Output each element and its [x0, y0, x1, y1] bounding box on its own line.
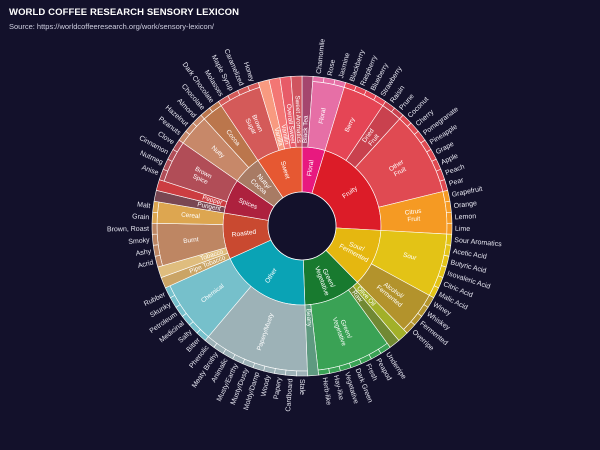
- ring2-label-black-tea: Black Tea: [302, 115, 310, 143]
- ring2-label-citrus-fruit-line2: Fruit: [407, 216, 420, 224]
- ring2-label-vanilla: Vanilla: [272, 127, 284, 147]
- ring2-label-sour: Sour: [402, 252, 418, 263]
- leaf-label-smoky: Smoky: [128, 237, 150, 246]
- leaf-label-grain: Grain: [132, 213, 150, 221]
- leaf-label-peach: Peach: [445, 164, 466, 177]
- leaf-label-brown-roast: Brown, Roast: [107, 226, 149, 234]
- leaf-label-herb-like: Herb-like: [321, 377, 332, 406]
- leaf-label-acrid: Acrid: [137, 259, 154, 270]
- ring2-label-citrus-fruit-line1: Citrus: [404, 208, 421, 217]
- sunburst-segments: Floral Black Tea Floral Chamomile Rose Jasmin…: [107, 38, 502, 412]
- leaf-label-woody: Woody: [261, 374, 273, 397]
- ring3-orange[interactable]: [444, 200, 452, 213]
- ring3-stale[interactable]: [296, 370, 308, 377]
- ring1-label-roasted: Roasted: [231, 229, 257, 239]
- chart-title: WORLD COFFEE RESEARCH SENSORY LEXICON: [9, 7, 240, 18]
- ring2-label-pungent: Pungent: [197, 201, 222, 213]
- leaf-label-sour-aromatics: Sour Aromatics: [454, 237, 502, 248]
- leaf-label-grapefruit: Grapefruit: [451, 186, 483, 199]
- ring2-label-overall-sweet: Overall Sweet: [285, 104, 296, 145]
- ring2-label-cereal: Cereal: [181, 211, 200, 220]
- ring3-lemon[interactable]: [446, 211, 453, 224]
- leaf-label-malt: Malt: [137, 201, 151, 210]
- leaf-label-acetic-acid: Acetic Acid: [452, 248, 487, 261]
- leaf-label-chamomile: Chamomile: [316, 38, 327, 74]
- leaf-label-pear: Pear: [448, 177, 465, 188]
- leaf-label-fresh: Fresh: [364, 363, 378, 382]
- ring3-lime[interactable]: [446, 222, 453, 235]
- ring3-cardboard[interactable]: [285, 369, 297, 377]
- leaf-label-stale: Stale: [298, 379, 305, 395]
- leaf-label-ashy: Ashy: [135, 248, 152, 258]
- ring3-chamomile[interactable]: [312, 76, 325, 83]
- ring3-grain[interactable]: [151, 211, 158, 224]
- ring3-sour-aromatics[interactable]: [445, 233, 453, 246]
- leaf-label-honey: Honey: [242, 61, 255, 83]
- leaf-label-lime: Lime: [455, 226, 470, 233]
- leaf-label-orange: Orange: [453, 200, 477, 210]
- leaf-label-cardboard: Cardboard: [285, 378, 294, 412]
- ring2-label-sweet-aromatics: Sweet Aromatics: [293, 95, 302, 143]
- leaf-label-apple: Apple: [440, 153, 459, 167]
- center-hole: [267, 191, 337, 261]
- ring2-label-beany: Beany: [304, 309, 312, 328]
- leaf-label-lemon: Lemon: [455, 213, 477, 221]
- chart-source: Source: https://worldcoffeeresearch.org/…: [9, 22, 214, 31]
- leaf-label-anise: Anise: [141, 164, 160, 177]
- leaf-label-hay-like: Hay-like: [332, 375, 344, 401]
- ring2-sweet-aromatics[interactable]: [290, 75, 303, 148]
- ring2-label-vanillin: Vanillin: [279, 124, 290, 146]
- ring3-brown-roast[interactable]: [151, 222, 158, 235]
- ring2-label-floral: Floral: [318, 107, 328, 124]
- ring3-malt[interactable]: [152, 200, 160, 213]
- leaf-label-rose: Rose: [327, 59, 337, 76]
- leaf-label-jasmine: Jasmine: [338, 52, 351, 79]
- leaf-label-papery: Papery: [273, 376, 283, 399]
- ring1-label-floral: Floral: [306, 159, 315, 177]
- ring3-smoky[interactable]: [151, 233, 159, 246]
- ring2-label-burnt: Burnt: [183, 236, 199, 245]
